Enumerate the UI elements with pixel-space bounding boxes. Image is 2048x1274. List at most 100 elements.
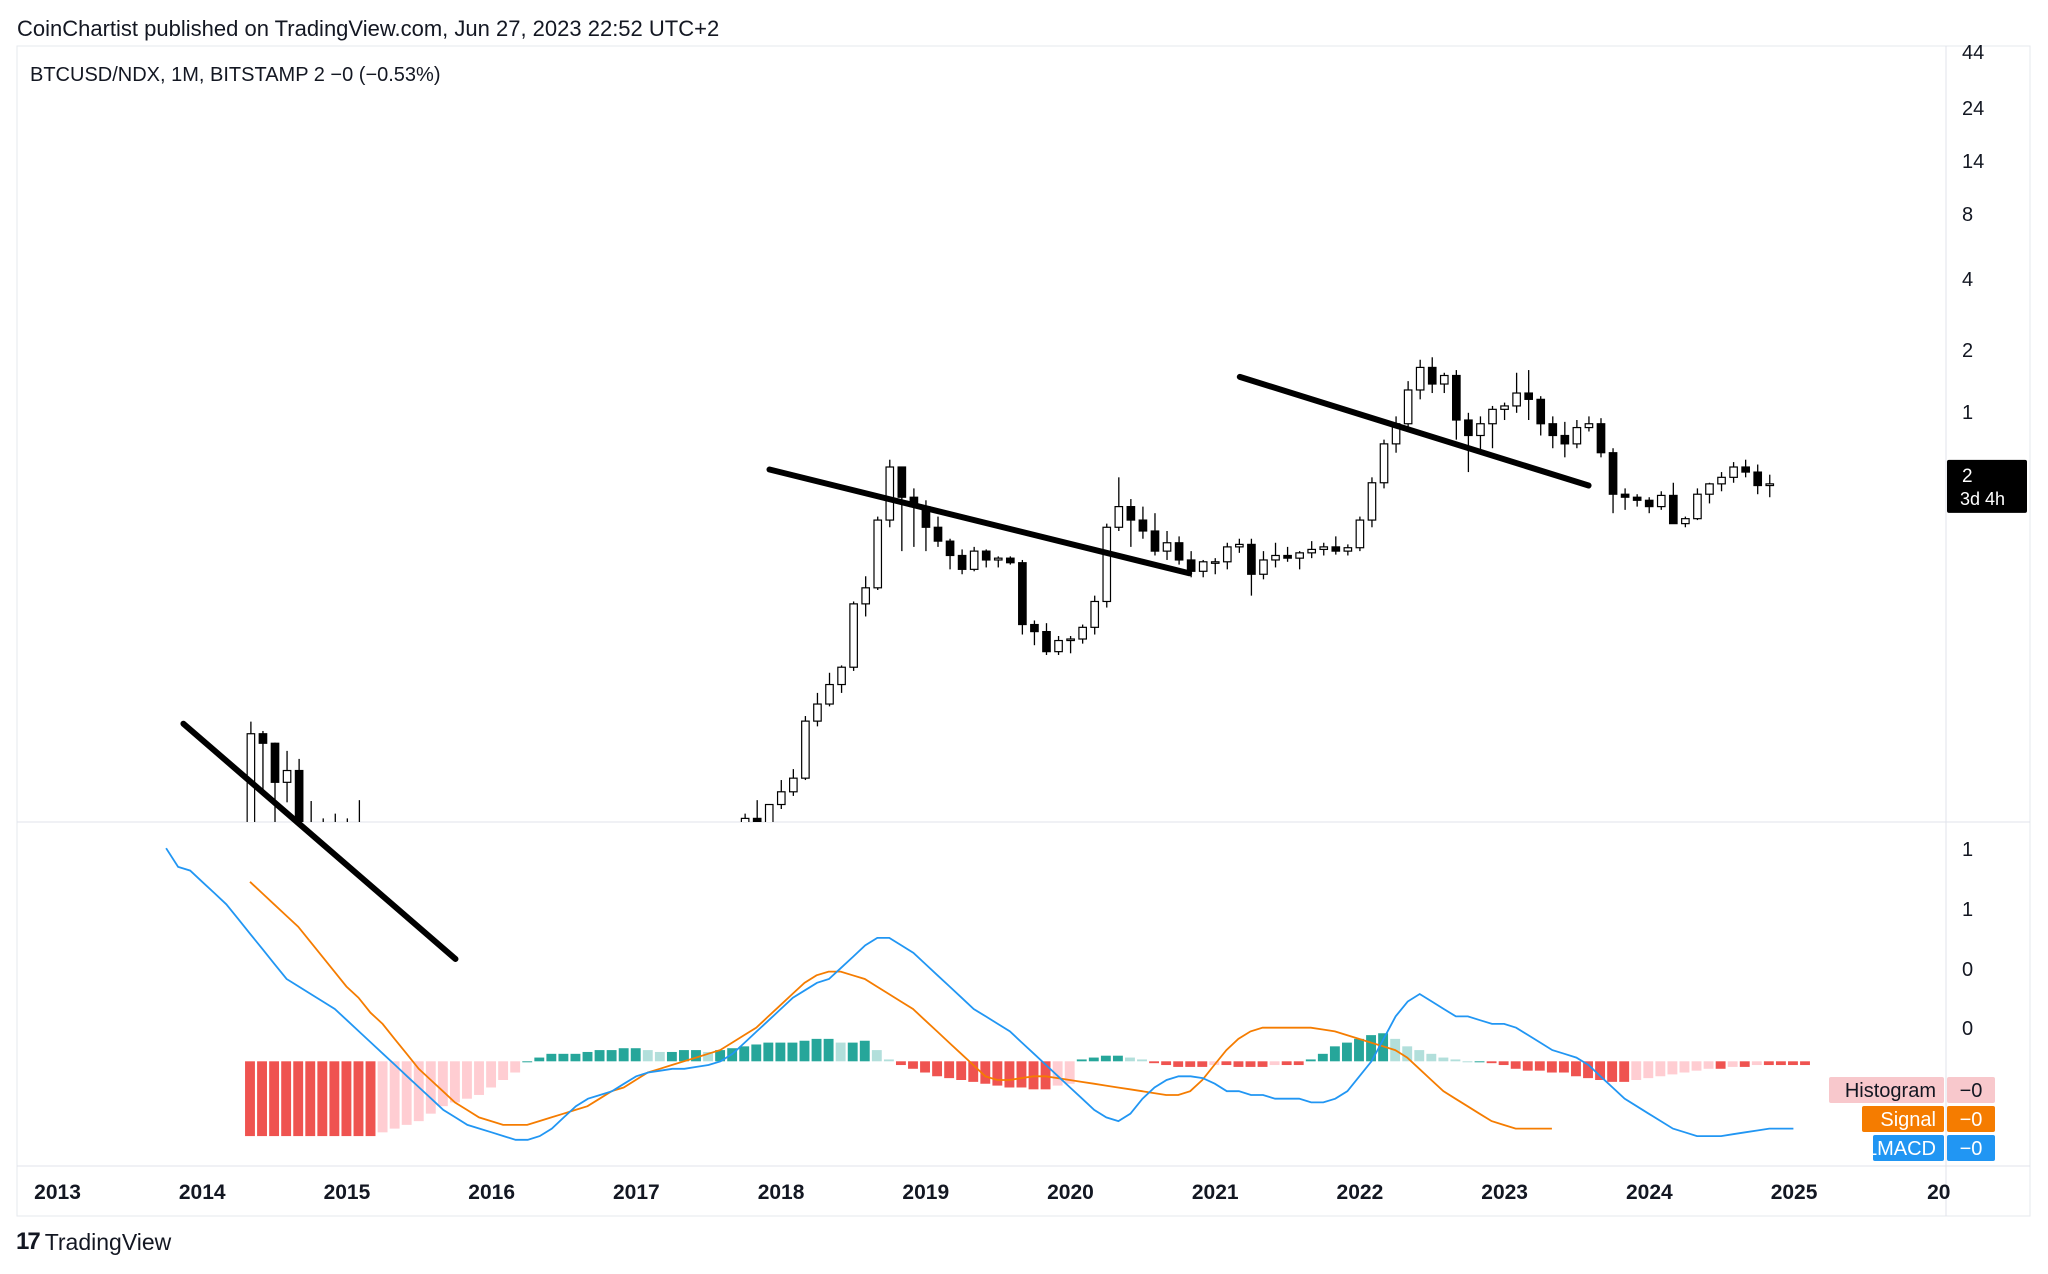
candle-down xyxy=(1005,557,1015,564)
candle-up xyxy=(849,603,858,668)
histogram-bar xyxy=(1052,1061,1063,1086)
time-tick-label: 2020 xyxy=(1047,1181,1094,1204)
candle-up xyxy=(993,557,1003,561)
histogram-bar xyxy=(606,1050,617,1062)
candle-up xyxy=(1439,374,1449,385)
candle-up xyxy=(139,1001,146,1016)
histogram-bar xyxy=(305,1061,316,1137)
trendline xyxy=(766,466,1193,577)
legend-value: −0 xyxy=(1960,1080,1983,1102)
histogram-bar xyxy=(703,1051,713,1062)
candle-down xyxy=(175,1008,182,1037)
histogram-bar xyxy=(257,1061,267,1137)
candle-up xyxy=(729,836,736,849)
time-tick-label: 2022 xyxy=(1337,1181,1384,1204)
candle-up xyxy=(187,1031,194,1037)
candle-up xyxy=(1681,518,1690,525)
histogram-bar xyxy=(1064,1061,1075,1084)
candle-down xyxy=(1620,493,1630,498)
price-tick-label: 8 xyxy=(1962,204,1973,226)
histogram-bar xyxy=(1317,1053,1328,1062)
histogram-bar xyxy=(1281,1061,1292,1066)
candle-down xyxy=(392,876,399,891)
histogram-bar xyxy=(1691,1061,1702,1071)
histogram-bar xyxy=(1703,1061,1714,1069)
histogram-bar xyxy=(1173,1061,1184,1067)
histogram-bar xyxy=(1727,1061,1738,1067)
symbol-title[interactable]: BTCUSD/NDX, 1M, BITSTAMP 2 −0 (−0.53%) xyxy=(30,64,441,86)
histogram-bar xyxy=(1679,1061,1690,1073)
histogram-bar xyxy=(666,1051,677,1062)
candle-up xyxy=(1090,600,1100,628)
time-tick-label: 2014 xyxy=(179,1181,226,1204)
candle-up xyxy=(1259,559,1268,575)
time-tick-label: 2016 xyxy=(468,1181,515,1204)
time-tick-label: 2015 xyxy=(324,1181,371,1204)
histogram-bar xyxy=(1739,1061,1750,1067)
histogram-bar xyxy=(389,1061,400,1129)
candle-up xyxy=(282,769,292,783)
histogram-bar xyxy=(498,1061,509,1080)
candle-up xyxy=(1162,542,1172,552)
candle-down xyxy=(199,1031,206,1039)
histogram-bar xyxy=(413,1061,424,1122)
histogram-bar xyxy=(425,1061,436,1114)
candle-up xyxy=(235,953,242,998)
legend-value-bg xyxy=(1947,1077,1995,1103)
histogram-bar xyxy=(1378,1033,1389,1062)
histogram-bar xyxy=(582,1051,593,1062)
histogram-bar xyxy=(546,1053,557,1062)
histogram-bar xyxy=(1546,1061,1557,1073)
lmacd-line xyxy=(165,847,1794,1141)
candle-down xyxy=(693,845,700,860)
candle-up xyxy=(776,791,786,806)
histogram-bar xyxy=(1583,1061,1593,1079)
histogram-bar xyxy=(1402,1046,1413,1062)
histogram-bar xyxy=(992,1061,1003,1086)
candle-up xyxy=(512,944,519,954)
legend-value-bg xyxy=(1947,1135,1995,1161)
candle-up xyxy=(115,1016,122,1018)
candle-down xyxy=(933,526,943,542)
price-tick-label: 1 xyxy=(1962,402,1973,424)
histogram-bar xyxy=(1631,1061,1642,1080)
candle-down xyxy=(404,891,411,899)
candle-down xyxy=(1331,546,1341,552)
histogram-bar xyxy=(751,1044,762,1062)
candle-up xyxy=(1355,519,1365,549)
legend-label-bg xyxy=(1873,1135,1944,1161)
signal-line xyxy=(249,881,1552,1130)
histogram-bar xyxy=(1293,1061,1304,1066)
candle-down xyxy=(1042,631,1051,653)
tradingview-logo[interactable]: 17 TradingView xyxy=(16,1228,171,1256)
candle-up xyxy=(1295,552,1304,559)
histogram-bar xyxy=(1751,1061,1762,1066)
histogram-bar xyxy=(1498,1061,1509,1066)
histogram-bar xyxy=(1088,1057,1099,1062)
candle-down xyxy=(1150,530,1160,552)
candle-down xyxy=(1283,554,1292,559)
candle-up xyxy=(969,550,979,570)
macd-tick-label: 1 xyxy=(1962,899,1973,921)
tv-brand: TradingView xyxy=(44,1228,172,1255)
candle-down xyxy=(1186,559,1196,572)
histogram-bar xyxy=(883,1059,894,1062)
histogram-bar xyxy=(1619,1061,1630,1082)
candle-down xyxy=(1138,519,1148,532)
candle-up xyxy=(1512,392,1521,407)
histogram-bar xyxy=(775,1042,786,1062)
histogram-bar xyxy=(1329,1046,1340,1062)
chart-frame xyxy=(16,45,2031,1217)
histogram-bar xyxy=(1185,1061,1196,1067)
histogram-bar xyxy=(353,1061,364,1137)
candle-up xyxy=(1054,639,1063,653)
candle-up xyxy=(549,937,556,947)
candle-up xyxy=(1367,482,1377,521)
histogram-bar xyxy=(859,1040,870,1062)
histogram-bar xyxy=(1522,1061,1533,1071)
candle-up xyxy=(1078,626,1087,640)
histogram-bar xyxy=(787,1042,798,1062)
candle-up xyxy=(1343,547,1353,552)
histogram-bar xyxy=(594,1050,605,1062)
